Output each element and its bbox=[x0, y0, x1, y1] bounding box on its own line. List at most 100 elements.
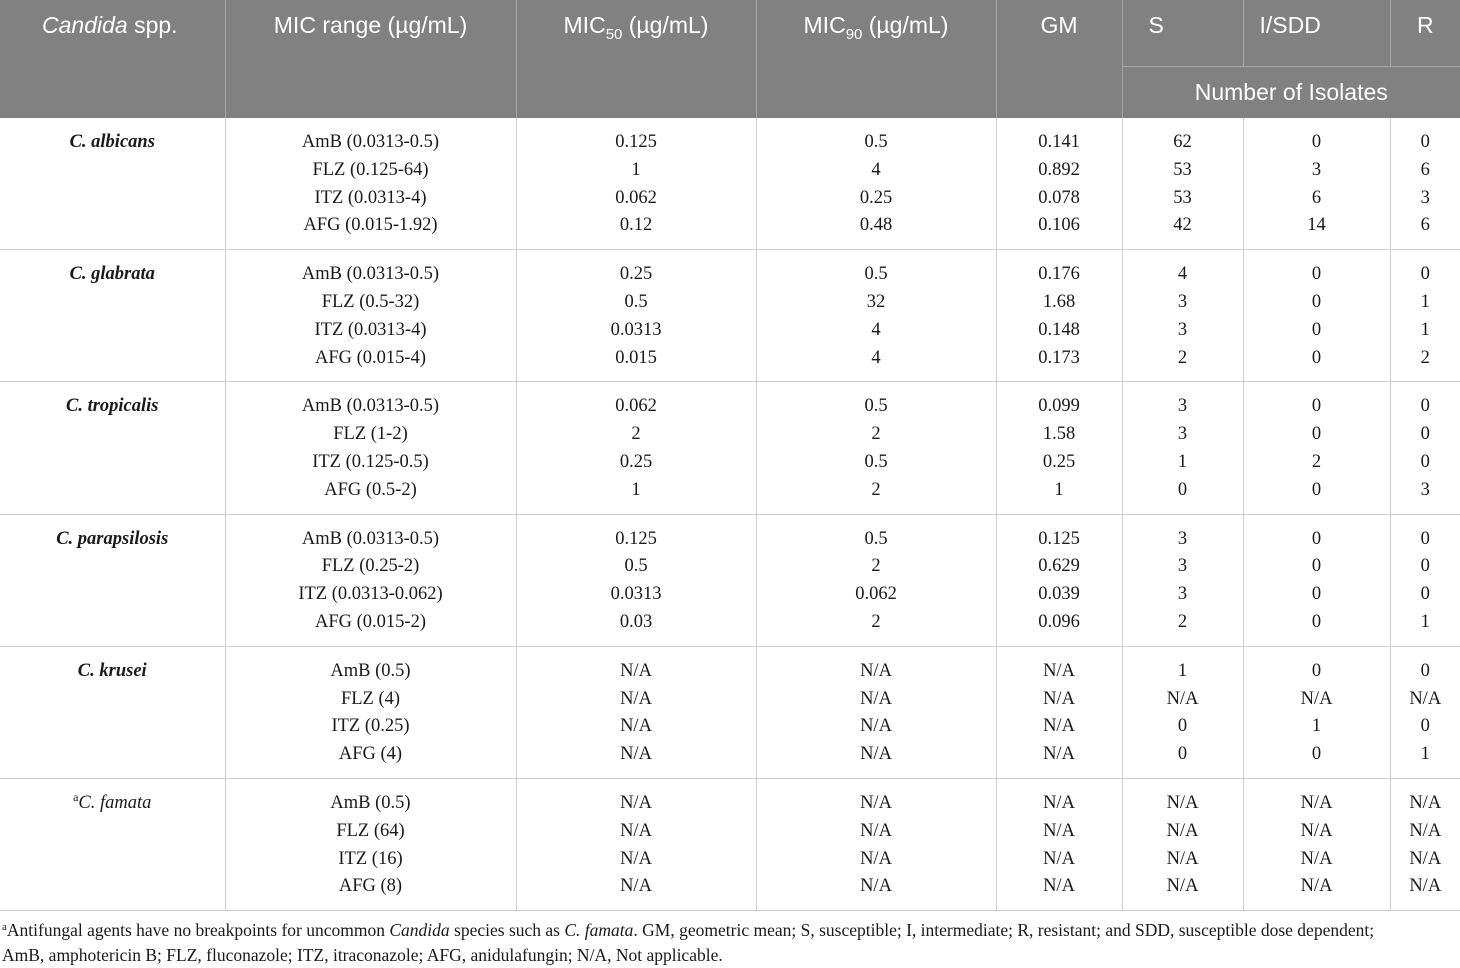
r-cell: N/A N/A N/A N/A bbox=[1390, 778, 1460, 910]
isdd-value: N/A bbox=[1300, 820, 1333, 841]
mic90-value: 0.062 bbox=[855, 584, 897, 605]
table-body: C. albicans AmB (0.0313-0.5) FLZ (0.125-64… bbox=[0, 118, 1460, 911]
gm-value: N/A bbox=[1043, 744, 1075, 765]
r-value: N/A bbox=[1409, 820, 1442, 841]
r-value: 3 bbox=[1420, 187, 1430, 208]
table-footnote: aAntifungal agents have no breakpoints f… bbox=[0, 918, 1460, 968]
species-cell: aC. famata bbox=[0, 778, 226, 911]
mic-range-value: FLZ (64) bbox=[336, 820, 405, 841]
mic-range-value: FLZ (0.125-64) bbox=[312, 159, 429, 180]
r-value: 6 bbox=[1420, 159, 1430, 180]
r-value: 0 bbox=[1420, 264, 1430, 285]
mic90-cell: 0.5 4 0.25 0.48 bbox=[756, 118, 997, 250]
s-value: 53 bbox=[1173, 187, 1192, 208]
gm-value: 0.099 bbox=[1038, 396, 1080, 417]
mic-range-value: FLZ (0.25-2) bbox=[321, 556, 420, 577]
isdd-value: 0 bbox=[1311, 660, 1322, 681]
isdd-value: 0 bbox=[1311, 584, 1322, 605]
mic90-cell: N/A N/A N/A N/A bbox=[756, 646, 997, 779]
mic50-value: 0.015 bbox=[615, 347, 657, 368]
mic-range-value: ITZ (0.25) bbox=[331, 716, 410, 737]
r-value: 0 bbox=[1420, 396, 1430, 417]
s-value: 2 bbox=[1177, 347, 1188, 368]
mic-table: Candida spp. MIC range (µg/mL) MIC50 (µg… bbox=[0, 0, 1460, 911]
isdd-cell: N/A N/A N/A N/A bbox=[1243, 778, 1391, 911]
r-value: N/A bbox=[1409, 688, 1442, 709]
gm-value: 0.078 bbox=[1038, 187, 1080, 208]
header-number-of-isolates: Number of Isolates bbox=[1122, 65, 1460, 118]
mic50-cell: N/A N/A N/A N/A bbox=[516, 646, 757, 779]
r-cell: 0 1 1 2 bbox=[1390, 250, 1460, 382]
r-value: 2 bbox=[1420, 347, 1430, 368]
mic90-value: 0.48 bbox=[859, 215, 893, 236]
isdd-value: 0 bbox=[1311, 132, 1322, 152]
table-row: C. glabrata AmB (0.0313-0.5) FLZ (0.5-32) I… bbox=[0, 249, 1460, 382]
gm-value: 0.106 bbox=[1038, 215, 1080, 236]
mic50-value: 0.0313 bbox=[610, 319, 662, 340]
r-cell: 0 6 3 6 bbox=[1390, 118, 1460, 250]
gm-value: 1 bbox=[1054, 479, 1064, 500]
gm-value: 0.25 bbox=[1042, 451, 1076, 472]
mic90-value: N/A bbox=[860, 792, 892, 813]
mic50-value: 0.5 bbox=[624, 291, 648, 312]
mic50-value: N/A bbox=[620, 876, 652, 897]
gm-value: N/A bbox=[1043, 876, 1075, 897]
isdd-value: 14 bbox=[1307, 215, 1326, 236]
header-r: R bbox=[1390, 0, 1460, 66]
s-value: 3 bbox=[1177, 396, 1188, 417]
table-row: C. tropicalis AmB (0.0313-0.5) FLZ (1-2) IT… bbox=[0, 381, 1460, 515]
gm-value: N/A bbox=[1043, 792, 1075, 813]
isdd-value: N/A bbox=[1300, 848, 1333, 869]
species-cell: C. tropicalis bbox=[0, 381, 226, 515]
mic-range-value: AFG (8) bbox=[338, 876, 403, 897]
isdd-value: 0 bbox=[1311, 396, 1322, 417]
mic-range-value: ITZ (0.125-0.5) bbox=[312, 451, 429, 472]
mic-range-value: FLZ (1-2) bbox=[333, 424, 408, 445]
s-value: 0 bbox=[1177, 716, 1188, 737]
mic50-value: N/A bbox=[620, 744, 652, 765]
mic50-value: 0.25 bbox=[619, 264, 653, 285]
gm-value: 1.58 bbox=[1042, 424, 1076, 445]
isdd-value: N/A bbox=[1300, 792, 1333, 813]
gm-value: 0.892 bbox=[1038, 159, 1080, 180]
mic50-value: 0.25 bbox=[619, 451, 653, 472]
s-cell: 4 3 3 2 bbox=[1122, 249, 1244, 382]
mic90-value: 2 bbox=[871, 556, 881, 577]
isdd-cell: 0 0 0 0 bbox=[1243, 249, 1391, 382]
mic50-value: N/A bbox=[620, 660, 652, 681]
mic90-value: 0.5 bbox=[864, 396, 888, 417]
isdd-value: 0 bbox=[1311, 611, 1322, 632]
isdd-value: 0 bbox=[1311, 291, 1322, 312]
gm-value: 0.096 bbox=[1038, 611, 1080, 632]
r-value: 0 bbox=[1420, 584, 1430, 605]
s-value: N/A bbox=[1166, 792, 1199, 813]
s-cell: N/A N/A N/A N/A bbox=[1122, 778, 1244, 911]
mic-range-value: AmB (0.0313-0.5) bbox=[301, 132, 440, 152]
r-value: 6 bbox=[1420, 215, 1430, 236]
mic-range-cell: AmB (0.0313-0.5) FLZ (0.5-32) ITZ (0.0313-… bbox=[225, 249, 517, 382]
s-value: 3 bbox=[1177, 424, 1188, 445]
s-value: 3 bbox=[1177, 291, 1188, 312]
mic90-value: N/A bbox=[860, 660, 892, 681]
mic-range-value: AmB (0.0313-0.5) bbox=[301, 264, 440, 285]
r-value: 3 bbox=[1420, 479, 1430, 500]
header-isdd: I/SDD bbox=[1243, 0, 1391, 66]
mic90-value: 4 bbox=[871, 347, 881, 368]
isdd-value: 2 bbox=[1311, 451, 1322, 472]
mic90-value: N/A bbox=[860, 688, 892, 709]
isdd-value: 0 bbox=[1311, 424, 1322, 445]
mic50-value: 0.125 bbox=[615, 528, 657, 549]
isdd-value: 0 bbox=[1311, 556, 1322, 577]
mic-range-value: ITZ (0.0313-4) bbox=[314, 187, 427, 208]
s-value: N/A bbox=[1166, 688, 1199, 709]
gm-value: 0.148 bbox=[1038, 319, 1080, 340]
mic-range-cell: AmB (0.0313-0.5) FLZ (0.25-2) ITZ (0.0313-… bbox=[225, 514, 517, 647]
mic50-cell: 0.125 0.5 0.0313 0.03 bbox=[516, 514, 757, 647]
gm-value: 0.125 bbox=[1038, 528, 1080, 549]
s-value: 1 bbox=[1177, 660, 1188, 681]
s-value: N/A bbox=[1166, 876, 1199, 897]
mic-range-value: ITZ (0.0313-0.062) bbox=[298, 584, 443, 605]
mic50-cell: N/A N/A N/A N/A bbox=[516, 778, 757, 911]
isdd-value: 0 bbox=[1311, 528, 1322, 549]
